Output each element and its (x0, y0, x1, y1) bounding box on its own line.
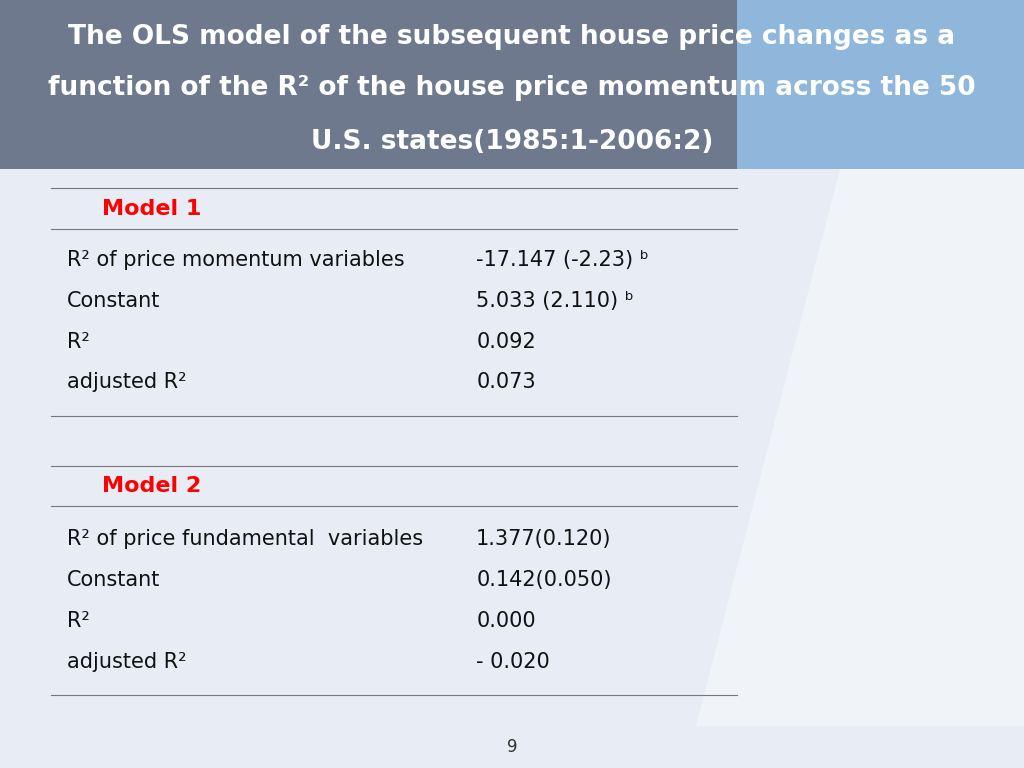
Text: R²: R² (67, 611, 89, 631)
Text: - 0.020: - 0.020 (476, 652, 550, 672)
Text: 5.033 (2.110) ᵇ: 5.033 (2.110) ᵇ (476, 292, 634, 312)
Text: 0.073: 0.073 (476, 372, 536, 392)
Text: Model 2: Model 2 (102, 476, 202, 496)
Text: U.S. states(1985:1-2006:2): U.S. states(1985:1-2006:2) (311, 129, 713, 155)
Text: R² of price fundamental  variables: R² of price fundamental variables (67, 528, 423, 548)
Bar (0, 0, 737, 169)
Text: -17.147 (-2.23) ᵇ: -17.147 (-2.23) ᵇ (476, 250, 649, 270)
Polygon shape (696, 169, 1024, 726)
Text: R² of price momentum variables: R² of price momentum variables (67, 250, 404, 270)
Text: 9: 9 (507, 738, 517, 756)
Text: adjusted R²: adjusted R² (67, 372, 186, 392)
Text: Model 1: Model 1 (102, 199, 202, 219)
Text: 0.000: 0.000 (476, 611, 536, 631)
Text: Constant: Constant (67, 571, 160, 591)
Text: 1.377(0.120): 1.377(0.120) (476, 528, 611, 548)
Text: 0.142(0.050): 0.142(0.050) (476, 571, 611, 591)
Text: 0.092: 0.092 (476, 332, 536, 352)
Bar (737, 0, 1024, 169)
Text: Constant: Constant (67, 292, 160, 312)
Text: function of the R² of the house price momentum across the 50: function of the R² of the house price mo… (48, 74, 976, 101)
Text: The OLS model of the subsequent house price changes as a: The OLS model of the subsequent house pr… (69, 24, 955, 50)
Text: R²: R² (67, 332, 89, 352)
Text: adjusted R²: adjusted R² (67, 652, 186, 672)
